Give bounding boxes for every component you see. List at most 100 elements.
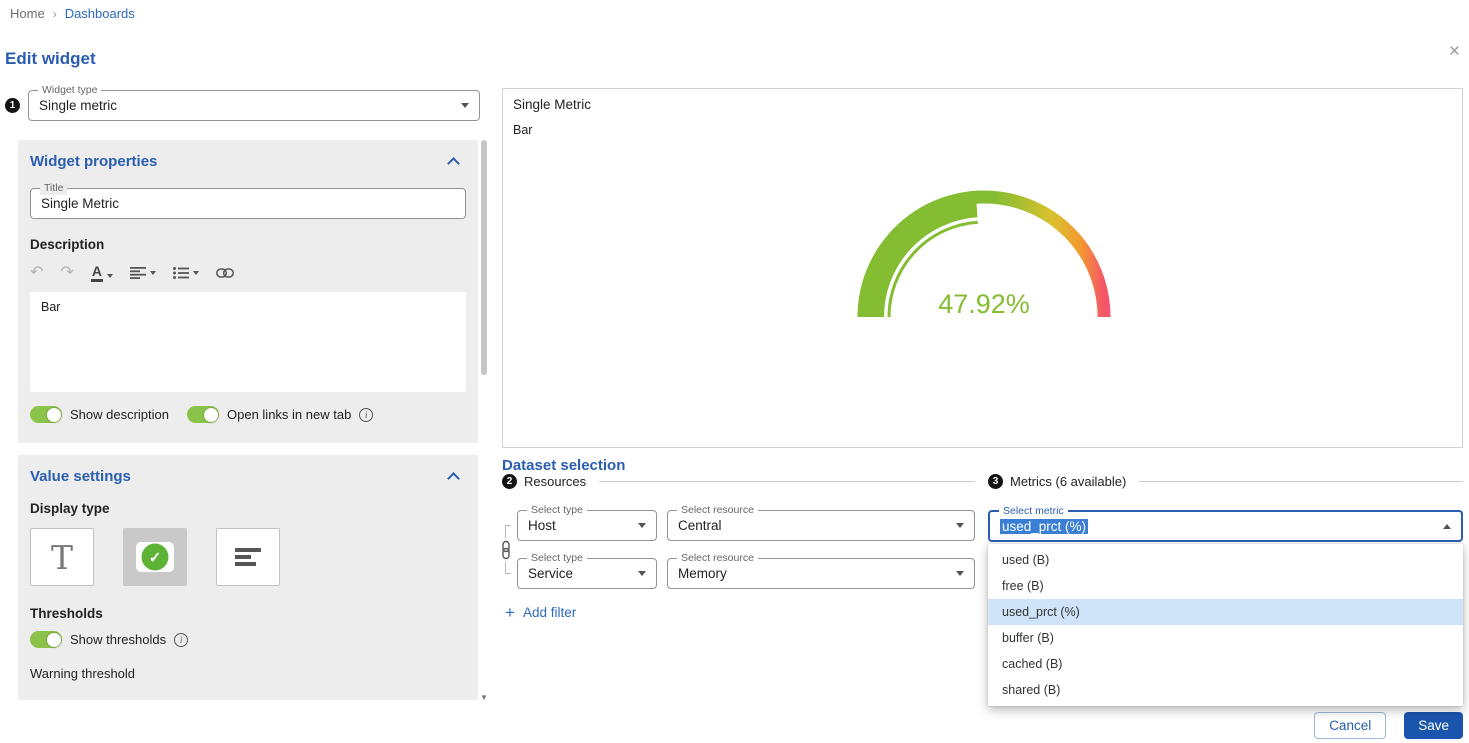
metric-option[interactable]: cached (B): [988, 651, 1463, 677]
show-thresholds-toggle[interactable]: [30, 631, 62, 648]
chevron-down-icon: [107, 274, 113, 278]
resources-label: Resources: [524, 474, 586, 489]
info-icon[interactable]: i: [174, 633, 188, 647]
metric-options-dropdown: used (B) free (B) used_prct (%) buffer (…: [988, 544, 1463, 706]
redo-icon[interactable]: ↷: [60, 265, 73, 281]
breadcrumb-home-link[interactable]: Home: [10, 6, 45, 21]
align-icon: [130, 267, 146, 279]
link-resources-icon[interactable]: [501, 538, 511, 561]
open-links-toggle[interactable]: [187, 406, 219, 423]
warning-threshold-label: Warning threshold: [30, 666, 466, 681]
select-resource-label: Select resource: [677, 504, 758, 517]
thresholds-label: Thresholds: [30, 606, 466, 621]
resource-rows: Select type Host Select resource Central…: [502, 510, 975, 589]
scroll-down-arrow-icon[interactable]: ▼: [479, 693, 489, 702]
selected-check-icon: ✓: [142, 544, 169, 571]
breadcrumb-separator-icon: ›: [53, 7, 57, 21]
value-settings-heading: Value settings: [30, 468, 131, 485]
rich-text-toolbar: ↶ ↷ A: [30, 262, 466, 284]
chevron-down-icon: [956, 523, 964, 528]
show-description-label: Show description: [70, 407, 169, 422]
select-metric-value: used_prct (%): [1000, 519, 1088, 534]
metric-option[interactable]: free (B): [988, 573, 1463, 599]
link-icon: [216, 268, 234, 278]
preview-title: Single Metric: [513, 97, 591, 112]
title-input-label: Title: [40, 182, 67, 195]
step-1-badge: 1: [5, 98, 20, 113]
display-type-bar-option[interactable]: [216, 528, 280, 586]
resource-row-2-type-select[interactable]: Select type Service: [517, 558, 657, 589]
cancel-button[interactable]: Cancel: [1314, 712, 1386, 739]
align-button[interactable]: [130, 267, 156, 279]
metric-option-selected[interactable]: used_prct (%): [988, 599, 1463, 625]
select-resource-value: Central: [678, 518, 956, 533]
title-input-value: Single Metric: [41, 196, 455, 211]
metrics-section: 3 Metrics (6 available) Select metric us…: [988, 474, 1463, 542]
select-metric-input[interactable]: Select metric used_prct (%): [988, 510, 1463, 542]
resources-section: 2 Resources Select type Host Select reso…: [502, 474, 975, 621]
list-icon: [173, 267, 189, 279]
save-button[interactable]: Save: [1404, 712, 1463, 739]
chevron-down-icon: [956, 571, 964, 576]
resource-row-1-type-select[interactable]: Select type Host: [517, 510, 657, 541]
divider: [599, 481, 975, 482]
gauge-value: 47.92%: [834, 289, 1134, 320]
widget-properties-heading: Widget properties: [30, 153, 157, 170]
resource-row-2-resource-select[interactable]: Select resource Memory: [667, 558, 975, 589]
info-icon[interactable]: i: [359, 408, 373, 422]
text-color-icon: A: [91, 264, 103, 282]
widget-preview-panel: Single Metric Bar 47.92%: [502, 88, 1463, 448]
description-toggles: Show description Open links in new tab i: [30, 406, 466, 423]
chevron-up-icon: [1443, 524, 1451, 529]
list-button[interactable]: [173, 267, 199, 279]
widget-type-value: Single metric: [39, 98, 461, 113]
undo-icon[interactable]: ↶: [30, 265, 43, 281]
collapse-chevron-icon[interactable]: [447, 157, 460, 170]
edit-widget-modal: Home › Dashboards Edit widget × 1 Widget…: [0, 0, 1469, 743]
text-color-button[interactable]: A: [91, 264, 113, 282]
chevron-down-icon: [461, 103, 469, 108]
display-type-text-option[interactable]: T: [30, 528, 94, 586]
select-type-label: Select type: [527, 504, 587, 517]
breadcrumb-dashboards-link[interactable]: Dashboards: [65, 6, 135, 21]
add-filter-label: Add filter: [523, 605, 576, 620]
select-resource-label: Select resource: [677, 552, 758, 565]
resource-row-2: Select type Service Select resource Memo…: [517, 558, 975, 589]
bar-display-icon: [235, 547, 261, 567]
title-input[interactable]: Title Single Metric: [30, 188, 466, 219]
select-type-label: Select type: [527, 552, 587, 565]
collapse-chevron-icon[interactable]: [447, 472, 460, 485]
description-label: Description: [30, 237, 466, 252]
widget-type-select[interactable]: Widget type Single metric: [28, 90, 480, 121]
dataset-selection-heading: Dataset selection: [502, 457, 625, 474]
close-icon[interactable]: ×: [1449, 42, 1460, 61]
show-description-toggle[interactable]: [30, 406, 62, 423]
resource-row-1: Select type Host Select resource Central: [517, 510, 975, 541]
widget-type-label: Widget type: [38, 84, 101, 97]
breadcrumb: Home › Dashboards: [10, 6, 135, 21]
metrics-label: Metrics (6 available): [1010, 474, 1126, 489]
metric-option[interactable]: used (B): [988, 547, 1463, 573]
value-settings-section: Value settings Display type T ✓ Threshol…: [18, 455, 478, 700]
chevron-down-icon: [150, 271, 156, 275]
metric-option[interactable]: buffer (B): [988, 625, 1463, 651]
display-type-options: T ✓: [30, 528, 466, 586]
divider: [1139, 481, 1463, 482]
plus-icon: +: [505, 604, 515, 621]
select-type-value: Host: [528, 518, 638, 533]
display-type-label: Display type: [30, 501, 466, 516]
display-type-gauge-option[interactable]: ✓: [123, 528, 187, 586]
chevron-down-icon: [193, 271, 199, 275]
left-panel-scrollbar[interactable]: ▼: [479, 140, 489, 702]
description-editor[interactable]: Bar: [30, 292, 466, 392]
show-thresholds-label: Show thresholds: [70, 632, 166, 647]
add-filter-button[interactable]: + Add filter: [502, 604, 975, 621]
text-display-icon: T: [51, 538, 73, 577]
metric-option[interactable]: shared (B): [988, 677, 1463, 703]
resource-row-1-resource-select[interactable]: Select resource Central: [667, 510, 975, 541]
select-type-value: Service: [528, 566, 638, 581]
preview-description: Bar: [513, 123, 532, 137]
scrollbar-thumb[interactable]: [481, 140, 487, 375]
link-button[interactable]: [216, 268, 234, 278]
thresholds-toggles: Show thresholds i: [30, 631, 466, 648]
